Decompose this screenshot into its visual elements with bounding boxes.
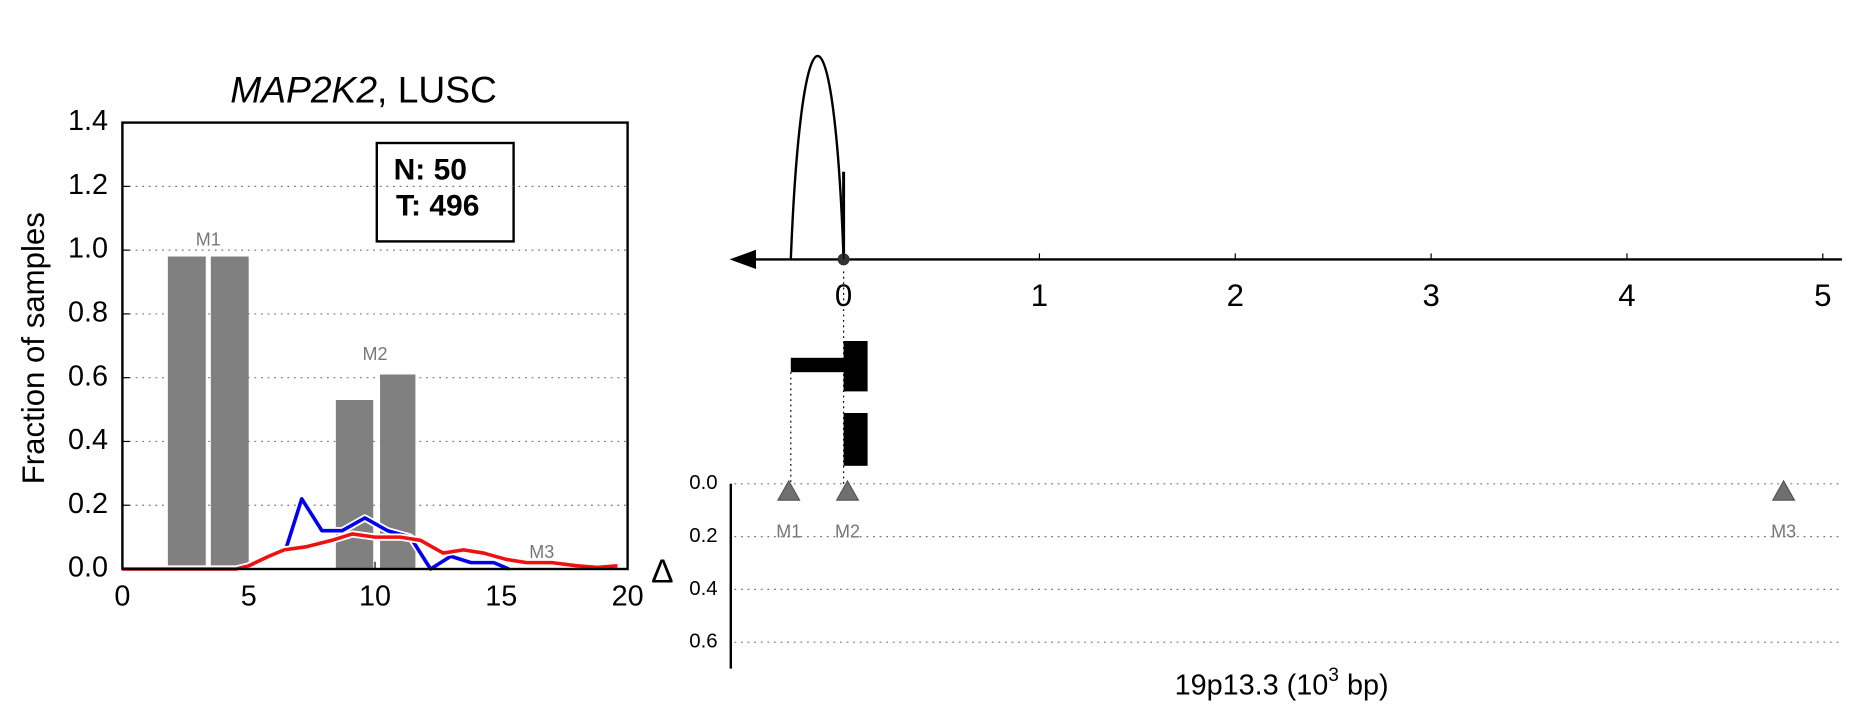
line [122, 532, 618, 571]
annotation: M2 [362, 344, 387, 364]
annotation: M3 [529, 542, 554, 562]
peak-arc [789, 54, 845, 260]
axis-arrow [729, 249, 756, 269]
x-tick-label: 2 [1227, 278, 1244, 313]
y-tick-label: 1.2 [68, 169, 108, 201]
y-axis-label: Fraction of samples [16, 212, 51, 484]
x-tick-label: 0 [114, 580, 130, 612]
x-label-sup: 3 [1328, 665, 1339, 686]
chart-title: MAP2K2, LUSC [230, 68, 497, 110]
y-tick-label: 0.8 [68, 297, 108, 329]
exon [843, 413, 868, 466]
x-tick-label: 0 [835, 278, 852, 313]
y-tick-label: 0.6 [689, 631, 717, 653]
x-tick-label: 10 [359, 580, 391, 612]
bar [335, 400, 374, 569]
x-label-part: 19p13.3 (10 [1175, 669, 1329, 701]
y-tick-label: 1.0 [68, 233, 108, 265]
title-gene: MAP2K2 [230, 68, 377, 110]
y-tick-label: 1.4 [68, 105, 108, 137]
y-tick-label: 0.6 [68, 360, 108, 392]
exon [843, 341, 868, 392]
x-label-part: bp) [1339, 669, 1389, 701]
x-tick-label: 1 [1031, 278, 1048, 313]
marker [1771, 479, 1796, 501]
legend-text: N: 50 [394, 154, 467, 187]
y-tick-label: 0.2 [689, 525, 717, 547]
marker-label: M3 [1771, 522, 1796, 542]
x-tick-label: 20 [612, 580, 644, 612]
marker [776, 479, 801, 501]
x-axis-label: 19p13.3 (103 bp) [1175, 665, 1389, 701]
y-tick-label: 0.0 [68, 552, 108, 584]
marker [835, 479, 860, 501]
x-tick-label: 15 [485, 580, 517, 612]
bar [167, 256, 206, 569]
x-tick-label: 5 [241, 580, 257, 612]
title-rest: , LUSC [377, 68, 497, 110]
marker-label: M1 [776, 522, 801, 542]
annotation: M1 [196, 229, 221, 249]
marker-label: M2 [835, 522, 860, 542]
bar [210, 256, 249, 569]
y-tick-label: 0.4 [68, 424, 108, 456]
y-tick-label: 0.4 [689, 578, 717, 600]
y-tick-label: 0.2 [68, 488, 108, 520]
x-tick-label: 5 [1814, 278, 1831, 313]
legend-text: T: 496 [396, 190, 479, 223]
plot-frame [121, 121, 629, 571]
x-tick-label: 3 [1422, 278, 1439, 313]
legend-box [375, 141, 515, 243]
x-tick-label: 4 [1618, 278, 1635, 313]
y-axis-label: Δ [651, 554, 673, 591]
y-tick-label: 0.0 [689, 472, 717, 494]
